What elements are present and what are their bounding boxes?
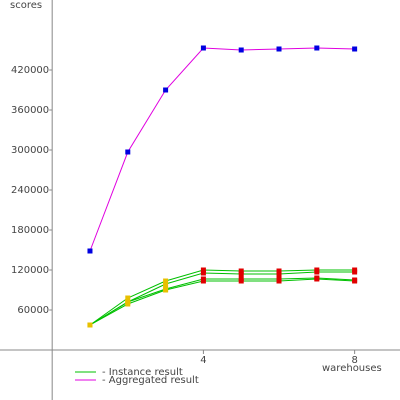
marker — [87, 322, 93, 328]
marker — [200, 45, 206, 51]
marker — [352, 278, 358, 284]
marker — [125, 149, 131, 155]
marker — [163, 87, 169, 93]
x-tick-label: 8 — [351, 355, 357, 366]
marker — [314, 269, 320, 275]
y-tick-label: 360000 — [11, 105, 49, 116]
y-tick-label: 240000 — [11, 185, 49, 196]
y-axis-label: scores — [10, 0, 42, 11]
marker — [238, 278, 244, 284]
marker — [314, 276, 320, 282]
marker — [163, 287, 169, 293]
marker — [238, 271, 244, 277]
y-tick-label: 300000 — [11, 145, 49, 156]
marker — [163, 281, 169, 287]
series-line — [89, 269, 355, 326]
marker — [238, 47, 244, 53]
series-line — [89, 47, 355, 252]
x-tick-label: 4 — [200, 355, 206, 366]
legend-label: - Instance result — [102, 367, 183, 378]
y-tick-label: 180000 — [11, 225, 49, 236]
legend-label: - Aggregated result — [102, 375, 199, 386]
marker — [200, 270, 206, 276]
marker — [352, 269, 358, 275]
marker — [163, 278, 169, 284]
series-line — [89, 271, 355, 326]
y-tick-label: 420000 — [11, 65, 49, 76]
marker — [125, 301, 131, 307]
marker — [314, 45, 320, 51]
marker — [125, 295, 131, 301]
x-axis-label: warehouses — [322, 363, 382, 374]
series-line — [89, 278, 355, 326]
marker — [352, 46, 358, 52]
series-line — [89, 277, 355, 326]
marker — [276, 278, 282, 284]
marker — [276, 46, 282, 52]
marker — [87, 248, 93, 254]
marker — [200, 267, 206, 273]
marker — [276, 268, 282, 274]
marker — [200, 278, 206, 284]
y-tick-label: 60000 — [17, 305, 49, 316]
marker — [238, 268, 244, 274]
y-tick-label: 120000 — [11, 265, 49, 276]
marker — [276, 271, 282, 277]
